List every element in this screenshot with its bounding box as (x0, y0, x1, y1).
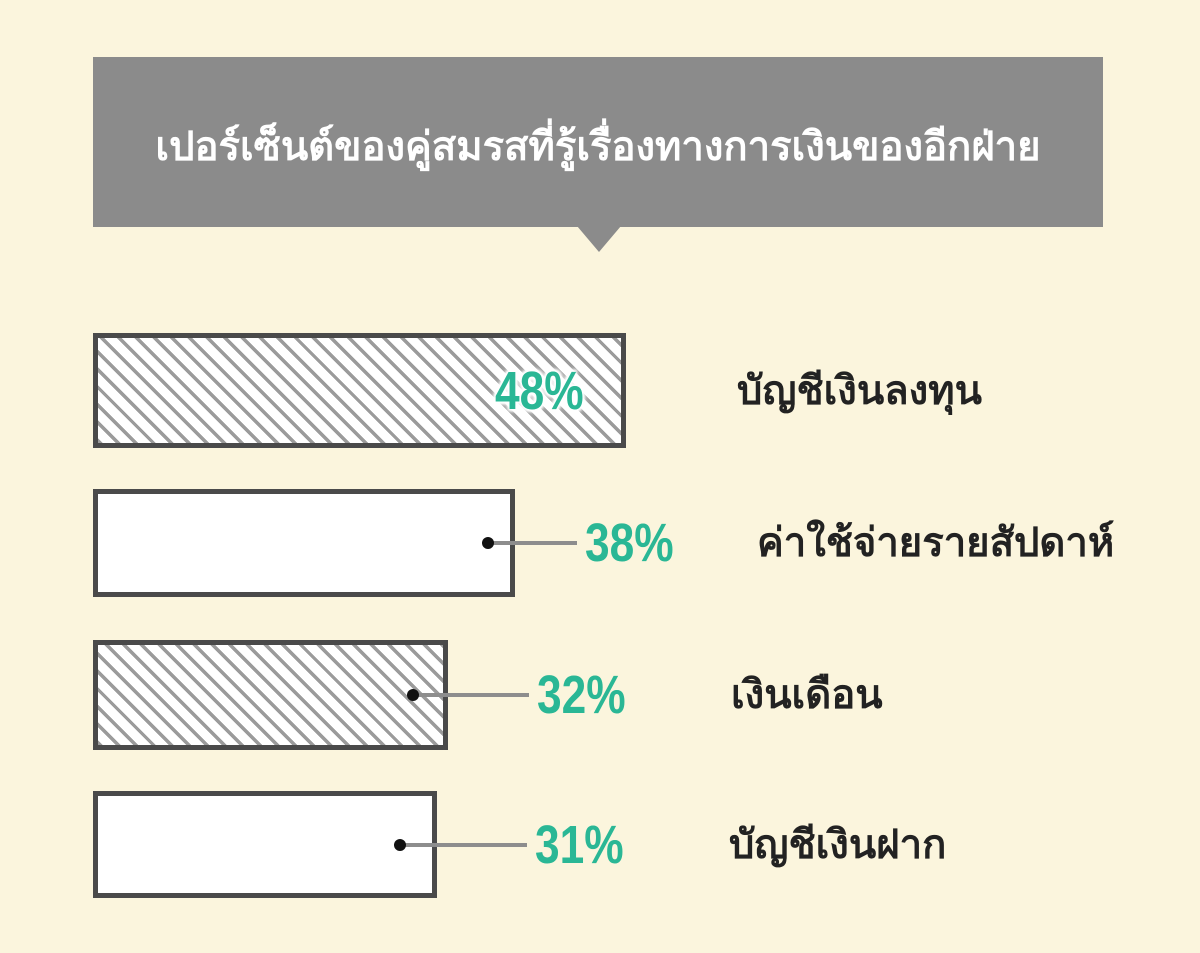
bar (93, 333, 626, 448)
bar-value-label: 31% (535, 814, 624, 875)
bar-value-label: 48% (495, 360, 584, 421)
chart-title: เปอร์เซ็นต์ของคู่สมรสที่รู้เรื่องทางการเ… (155, 125, 1041, 169)
bar (93, 489, 515, 597)
title-pointer-icon (577, 226, 621, 252)
bar-value-label: 38% (585, 513, 674, 573)
callout-line (488, 541, 577, 545)
callout-dot-icon (394, 838, 406, 851)
bar-category-label: เงินเดือน (731, 673, 883, 717)
title-banner: เปอร์เซ็นต์ของคู่สมรสที่รู้เรื่องทางการเ… (93, 57, 1103, 227)
bar-category-label: บัญชีเงินลงทุน (737, 368, 982, 413)
bar-value-label: 32% (537, 665, 626, 725)
callout-dot-icon (407, 689, 419, 701)
callout-dot-icon (482, 537, 494, 549)
bar (93, 791, 437, 898)
bar (93, 640, 448, 750)
bar-category-label: บัญชีเงินฝาก (729, 822, 947, 867)
bar-category-label: ค่าใช้จ่ายรายสัปดาห์ (757, 521, 1115, 565)
callout-line (413, 693, 529, 697)
callout-line (400, 842, 527, 847)
